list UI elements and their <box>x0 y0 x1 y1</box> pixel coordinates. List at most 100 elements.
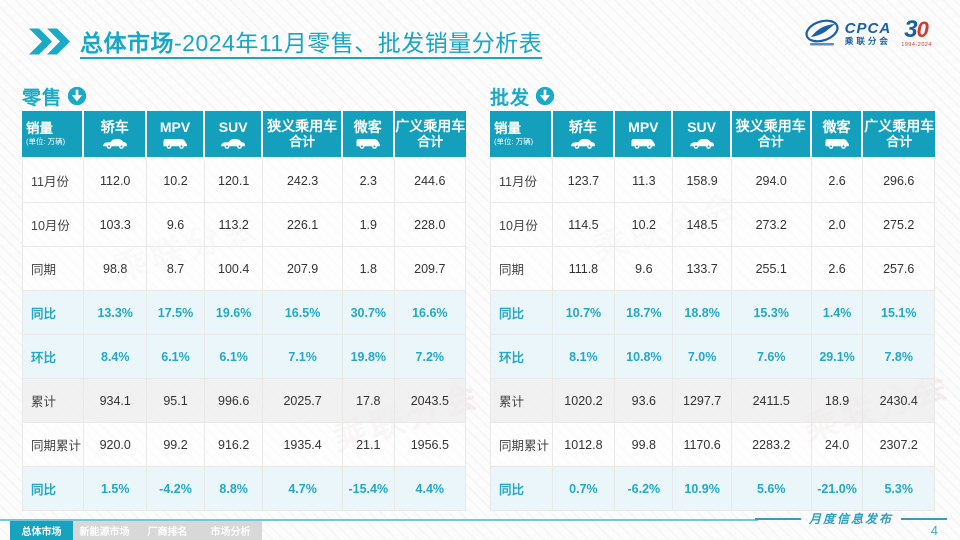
data-cell: 95.1 <box>146 379 206 423</box>
table-row: 同期 111.8 9.6 133.7 255.1 2.6 257.6 <box>490 247 935 291</box>
data-cell: 9.6 <box>146 203 206 247</box>
data-cell: 19.6% <box>205 291 264 335</box>
data-cell: 13.3% <box>84 291 147 335</box>
data-cell: 2.6 <box>811 247 864 291</box>
cpca-logo: CPCA 乘联分会 <box>804 18 892 48</box>
cpca-subtext: 乘联分会 <box>844 35 891 46</box>
data-cell: 0.7% <box>552 467 616 511</box>
data-cell: 4.4% <box>394 467 466 511</box>
page-number: 4 <box>930 523 938 538</box>
row-label: 11月份 <box>22 159 85 203</box>
data-cell: 18.7% <box>615 291 674 335</box>
footer-tab-市场分析[interactable]: 市场分析 <box>210 527 251 538</box>
anniversary-digit-3: 3 <box>904 16 918 43</box>
data-cell: 8.1% <box>552 335 616 379</box>
data-cell: 158.9 <box>673 159 732 203</box>
footer-tab-总体市场[interactable]: 总体市场 <box>10 521 73 540</box>
data-cell: 226.1 <box>263 203 343 247</box>
anniversary-digit-0: 0 <box>916 17 929 42</box>
data-cell: 1935.4 <box>263 423 343 467</box>
data-cell: 93.6 <box>615 379 674 423</box>
data-cell: 100.4 <box>205 247 264 291</box>
data-cell: 30.7% <box>342 291 395 335</box>
column-header-sales: 销量 (单位: 万辆) <box>22 111 85 159</box>
footer-tab-新能源市场[interactable]: 新能源市场 <box>79 527 130 538</box>
data-cell: 934.1 <box>84 379 147 423</box>
data-cell: 9.6 <box>615 247 674 291</box>
column-header: MPV <box>615 111 674 159</box>
table-header-row: 销量 (单位: 万辆) 轿车 MPV SUV 狭义乘用车 合计 微客 广义乘用车 合计 <box>22 111 466 159</box>
publish-dash <box>901 517 948 520</box>
footer-tab-厂商排名[interactable]: 厂商排名 <box>147 527 188 538</box>
column-header: 微客 <box>811 111 864 159</box>
data-cell: 17.8 <box>342 379 395 423</box>
down-arrow-icon <box>67 86 87 106</box>
table-row: 同比 1.5% -4.2% 8.8% 4.7% -15.4% 4.4% <box>22 467 466 511</box>
data-cell: -4.2% <box>146 467 206 511</box>
wholesale-panel-title: 批发 <box>490 87 531 109</box>
data-cell: 1012.8 <box>552 423 616 467</box>
row-label: 10月份 <box>490 203 553 247</box>
row-label: 同比 <box>490 291 553 335</box>
data-cell: 98.8 <box>84 247 147 291</box>
table-row: 同比 13.3% 17.5% 19.6% 16.5% 30.7% 16.6% <box>22 291 466 335</box>
data-cell: 275.2 <box>863 203 935 247</box>
data-cell: 10.9% <box>673 467 732 511</box>
minibus-icon <box>356 139 380 149</box>
data-cell: 2430.4 <box>863 379 935 423</box>
row-label: 同比 <box>22 291 85 335</box>
wholesale-panel: 批发 销量 (单位: 万辆) 轿车 MPV SUV 狭义乘用车 合计 微客 广义乘用车 合计 11月… <box>490 84 935 511</box>
data-cell: 113.2 <box>205 203 264 247</box>
data-cell: 2307.2 <box>863 423 935 467</box>
column-header: 狭义乘用车 合计 <box>731 111 812 159</box>
data-cell: 1297.7 <box>673 379 732 423</box>
data-cell: 114.5 <box>552 203 616 247</box>
wholesale-panel-header: 批发 <box>490 84 935 109</box>
table-row: 同比 10.7% 18.7% 18.8% 15.3% 1.4% 15.1% <box>490 291 935 335</box>
data-cell: 296.6 <box>863 159 935 203</box>
anniversary-30-logo: 3 0 1994-2024 <box>901 18 932 49</box>
column-header: 轿车 <box>84 111 147 159</box>
data-cell: 99.8 <box>615 423 674 467</box>
data-cell: 15.1% <box>863 291 935 335</box>
table-row: 11月份 112.0 10.2 120.1 242.3 2.3 244.6 <box>22 159 466 203</box>
table-row: 11月份 123.7 11.3 158.9 294.0 2.6 296.6 <box>490 159 935 203</box>
data-cell: 18.9 <box>811 379 864 423</box>
data-cell: 1.8 <box>342 247 395 291</box>
data-cell: 2025.7 <box>263 379 343 423</box>
suv-icon <box>221 139 245 149</box>
anniversary-years: 1994-2024 <box>901 42 932 48</box>
table-row: 环比 8.1% 10.8% 7.0% 7.6% 29.1% 7.8% <box>490 335 935 379</box>
table-row: 10月份 114.5 10.2 148.5 273.2 2.0 275.2 <box>490 203 935 247</box>
page-title: 总体市场-2024年11月零售、批发销量分析表 <box>80 24 542 58</box>
data-cell: 244.6 <box>394 159 466 203</box>
data-cell: 2.6 <box>811 159 864 203</box>
suv-icon <box>689 139 714 149</box>
data-cell: 148.5 <box>673 203 732 247</box>
row-label: 同期 <box>490 247 553 291</box>
row-label: 同期累计 <box>22 423 85 467</box>
retail-panel-header: 零售 <box>22 84 466 109</box>
data-cell: 10.8% <box>615 335 674 379</box>
data-cell: 112.0 <box>84 159 147 203</box>
data-cell: 1.5% <box>84 467 147 511</box>
data-cell: 2043.5 <box>394 379 466 423</box>
mpv-icon <box>631 139 656 149</box>
mpv-icon <box>163 139 187 149</box>
data-cell: 916.2 <box>205 423 264 467</box>
column-header: 广义乘用车 合计 <box>394 111 466 159</box>
data-cell: 8.4% <box>84 335 147 379</box>
row-label: 11月份 <box>490 159 553 203</box>
data-cell: 242.3 <box>263 159 343 203</box>
data-cell: 7.0% <box>673 335 732 379</box>
retail-panel-title: 零售 <box>22 87 63 109</box>
data-cell: 7.1% <box>263 335 343 379</box>
data-cell: 7.8% <box>863 335 935 379</box>
retail-panel: 零售 销量 (单位: 万辆) 轿车 MPV SUV 狭义乘用车 合计 微客 广义乘用车 合计 11月… <box>22 84 466 511</box>
table-row: 环比 8.4% 6.1% 6.1% 7.1% 19.8% 7.2% <box>22 335 466 379</box>
data-cell: 15.3% <box>731 291 812 335</box>
data-cell: 133.7 <box>673 247 732 291</box>
column-header: 微客 <box>342 111 395 159</box>
data-cell: 99.2 <box>146 423 206 467</box>
